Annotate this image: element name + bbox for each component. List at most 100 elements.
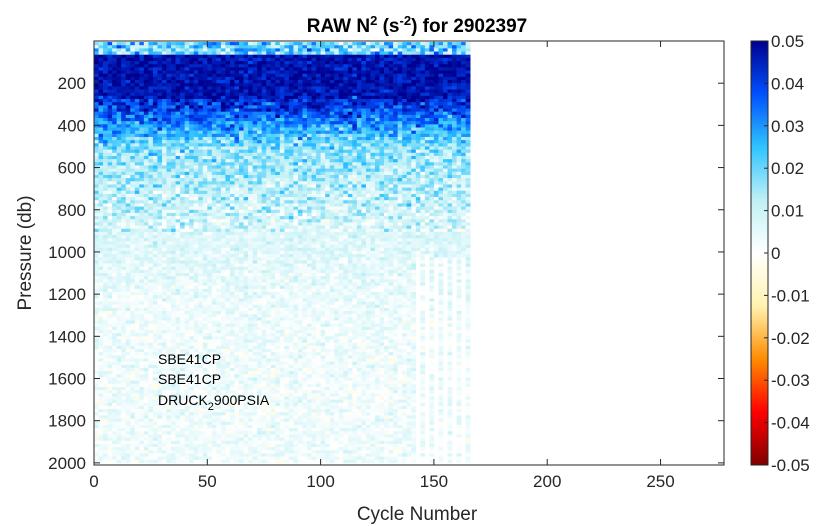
- heatmap-cell: [211, 301, 217, 305]
- heatmap-cell: [152, 219, 158, 223]
- heatmap-cell: [103, 86, 108, 90]
- heatmap-cell: [139, 51, 145, 56]
- heatmap-cell: [166, 118, 172, 122]
- heatmap-cell: [152, 311, 158, 315]
- heatmap-cell: [220, 130, 226, 135]
- heatmap-cell: [139, 231, 145, 236]
- heatmap-cell: [94, 111, 99, 116]
- heatmap-cell: [220, 162, 226, 166]
- heatmap-cell: [152, 48, 158, 52]
- heatmap-cell: [243, 402, 249, 407]
- heatmap-cell: [229, 405, 235, 410]
- heatmap-cell: [234, 269, 240, 274]
- heatmap-cell: [252, 380, 258, 385]
- heatmap-cell: [94, 424, 99, 429]
- heatmap-cell: [166, 314, 172, 318]
- heatmap-cell: [220, 108, 226, 112]
- heatmap-cell: [216, 260, 222, 264]
- heatmap-cell: [94, 358, 99, 362]
- heatmap-cell: [257, 165, 262, 169]
- heatmap-cell: [116, 383, 122, 388]
- heatmap-cell: [193, 209, 199, 214]
- heatmap-cell: [243, 231, 249, 236]
- heatmap-cell: [148, 317, 154, 321]
- heatmap-cell: [220, 250, 226, 255]
- heatmap-cell: [180, 367, 185, 372]
- heatmap-cell: [107, 257, 113, 261]
- heatmap-cell: [198, 323, 204, 328]
- heatmap-cell: [220, 111, 226, 116]
- heatmap-cell: [243, 390, 249, 394]
- heatmap-cell: [211, 434, 217, 438]
- heatmap-cell: [189, 168, 195, 173]
- heatmap-cell: [234, 314, 240, 318]
- heatmap-cell: [134, 437, 140, 442]
- heatmap-cell: [216, 377, 222, 381]
- heatmap-cell: [134, 165, 140, 169]
- heatmap-cell: [220, 225, 226, 230]
- heatmap-cell: [211, 83, 217, 87]
- heatmap-cell: [130, 184, 136, 188]
- heatmap-cell: [161, 225, 167, 230]
- heatmap-cell: [157, 140, 163, 144]
- heatmap-cell: [193, 178, 199, 182]
- heatmap-cell: [152, 314, 158, 318]
- heatmap-cell: [198, 159, 204, 163]
- heatmap-cell: [261, 273, 267, 277]
- heatmap-cell: [180, 307, 185, 312]
- heatmap-cell: [125, 260, 131, 264]
- heatmap-cell: [103, 440, 108, 445]
- heatmap-cell: [198, 282, 204, 286]
- heatmap-cell: [211, 295, 217, 299]
- heatmap-cell: [216, 292, 222, 296]
- heatmap-cell: [121, 358, 127, 362]
- heatmap-cell: [248, 73, 253, 78]
- heatmap-cell: [134, 197, 140, 201]
- heatmap-cell: [148, 203, 154, 207]
- heatmap-cell: [207, 339, 213, 343]
- heatmap-cell: [148, 225, 154, 230]
- heatmap-cell: [248, 159, 253, 163]
- heatmap-cell: [229, 295, 235, 299]
- heatmap-cell: [161, 440, 167, 445]
- heatmap-cell: [112, 152, 117, 157]
- heatmap-cell: [216, 225, 222, 230]
- heatmap-cell: [166, 339, 172, 343]
- heatmap-cell: [157, 89, 163, 93]
- heatmap-cell: [134, 42, 140, 46]
- heatmap-cell: [184, 193, 190, 198]
- heatmap-cell: [225, 393, 231, 397]
- heatmap-cell: [239, 92, 244, 97]
- heatmap-cell: [98, 301, 104, 305]
- heatmap-cell: [171, 263, 176, 268]
- heatmap-cell: [116, 133, 122, 138]
- heatmap-cell: [229, 443, 235, 448]
- heatmap-cell: [243, 371, 249, 375]
- heatmap-cell: [112, 212, 117, 217]
- heatmap-cell: [121, 440, 127, 445]
- heatmap-cell: [103, 443, 108, 448]
- heatmap-cell: [243, 83, 249, 87]
- heatmap-cell: [143, 247, 149, 252]
- heatmap-cell: [103, 121, 108, 125]
- heatmap-cell: [184, 197, 190, 201]
- heatmap-cell: [130, 396, 136, 400]
- heatmap-cell: [157, 212, 163, 217]
- heatmap-cell: [193, 95, 199, 100]
- heatmap-cell: [243, 266, 249, 271]
- heatmap-cell: [243, 282, 249, 286]
- heatmap-cell: [257, 105, 262, 109]
- heatmap-cell: [216, 136, 222, 141]
- heatmap-cell: [121, 405, 127, 410]
- heatmap-cell: [234, 418, 240, 423]
- heatmap-cell: [243, 415, 249, 419]
- heatmap-cell: [125, 83, 131, 87]
- heatmap-cell: [180, 459, 185, 464]
- heatmap-cell: [239, 412, 244, 416]
- heatmap-cell: [157, 418, 163, 423]
- heatmap-cell: [184, 336, 190, 340]
- heatmap-cell: [166, 367, 172, 372]
- heatmap-cell: [125, 418, 131, 423]
- heatmap-cell: [202, 339, 208, 343]
- heatmap-cell: [139, 276, 145, 280]
